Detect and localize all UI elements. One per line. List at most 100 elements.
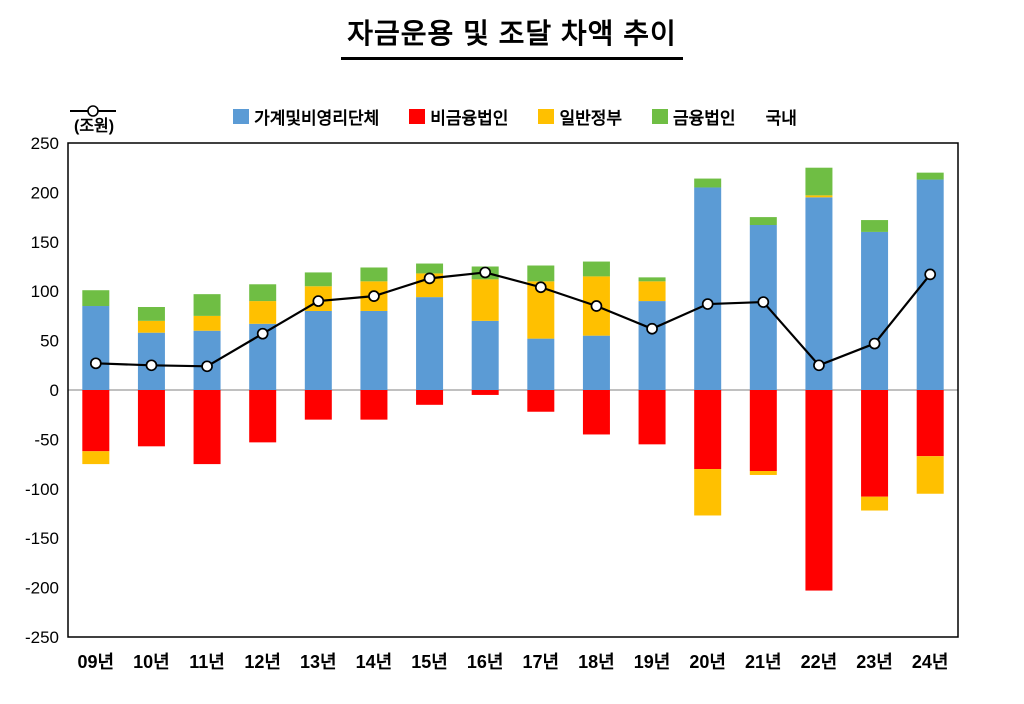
legend-swatch-red [409, 109, 426, 124]
bar-segment [137, 320, 165, 333]
bar-segment [861, 496, 889, 511]
bar-segment [861, 390, 889, 497]
bar-segment [749, 390, 777, 472]
bar-segment [360, 390, 388, 420]
bar-segment [416, 273, 444, 298]
bar-segment [416, 263, 444, 274]
bar-segment [249, 284, 277, 302]
plot-border [67, 142, 959, 638]
domestic-line-marker [368, 290, 380, 302]
bar-segment [193, 315, 221, 331]
y-axis-tick-label: 100 [31, 282, 59, 301]
bar-segment [82, 451, 110, 465]
bar-segment [82, 390, 110, 452]
bar-segment [861, 220, 889, 232]
legend-item-households: 가계및비영리단체 [233, 104, 379, 129]
x-axis-tick-label: 19년 [634, 652, 671, 672]
y-axis-tick-label: 150 [31, 233, 59, 252]
bar-segment [805, 195, 833, 198]
domestic-line-marker [256, 327, 269, 340]
bar-segment [916, 456, 944, 494]
domestic-line-marker [201, 360, 213, 373]
bar-segment [137, 307, 165, 321]
bar-segment [360, 267, 388, 282]
domestic-line-marker [312, 295, 325, 307]
bar-segment [805, 197, 833, 390]
domestic-line-marker [534, 281, 547, 294]
bar-segment [749, 471, 777, 475]
y-axis-tick-label: -50 [34, 430, 59, 449]
bar-segment [694, 469, 722, 516]
legend-swatch-green [652, 109, 669, 124]
bar-segment [304, 390, 332, 420]
y-axis-tick-label: 200 [31, 183, 59, 202]
y-axis-tick-label: -100 [25, 480, 59, 499]
domestic-line-marker [89, 357, 102, 370]
legend-item-nonfinancial: 비금융법인 [409, 104, 508, 129]
y-axis-tick-label: 0 [50, 381, 59, 400]
bar-segment [137, 390, 165, 447]
legend: 가계및비영리단체 비금융법인 일반정부 금융법인 국내 [70, 104, 960, 129]
y-axis-tick-label: -250 [25, 628, 59, 647]
domestic-line-marker [423, 272, 436, 285]
legend-label-government: 일반정부 [559, 109, 623, 128]
bar-segment [916, 390, 944, 457]
bar-segment [527, 338, 555, 390]
x-axis-tick-label: 22년 [801, 652, 838, 672]
bar-segment [694, 178, 722, 188]
bar-segment [193, 390, 221, 465]
bar-segment [805, 167, 833, 196]
domestic-line-marker [479, 266, 492, 279]
x-axis-tick-label: 21년 [745, 652, 782, 672]
bar-segment [638, 277, 666, 282]
bar-segment [638, 301, 666, 390]
legend-item-government: 일반정부 [538, 104, 622, 129]
bar-segment [193, 294, 221, 316]
bar-segment [527, 390, 555, 412]
bar-segment [471, 320, 499, 390]
y-axis-unit-label: (조원) [74, 118, 115, 135]
legend-label-households: 가계및비영리단체 [254, 109, 380, 128]
y-axis-tick-label: 250 [31, 134, 59, 153]
bar-segment [360, 310, 388, 390]
bar-segment [249, 301, 277, 324]
bar-segment [916, 172, 944, 180]
x-axis-tick-label: 12년 [244, 652, 281, 672]
x-axis-tick-label: 15년 [411, 652, 448, 672]
domestic-line-marker [757, 296, 770, 308]
bar-segment [82, 290, 110, 307]
bar-segment [471, 390, 499, 395]
y-axis-tick-label: -200 [25, 579, 59, 598]
domestic-line-marker [590, 300, 603, 312]
bar-segment [471, 279, 499, 321]
x-axis-tick-label: 09년 [78, 652, 115, 672]
bar-segment [582, 335, 610, 390]
domestic-line-marker [701, 298, 714, 310]
line-marker-icon [70, 105, 116, 117]
x-axis-tick-label: 23년 [856, 652, 893, 672]
bar-segment [416, 297, 444, 390]
legend-swatch-blue [233, 109, 250, 124]
legend-item-financial: 금융법인 [652, 104, 736, 129]
x-axis-tick-label: 24년 [912, 652, 949, 672]
x-axis-tick-label: 16년 [467, 652, 504, 672]
bar-segment [638, 281, 666, 302]
bar-segment [694, 390, 722, 470]
legend-item-domestic: 국내 [70, 104, 797, 129]
x-axis-tick-label: 18년 [578, 652, 615, 672]
bar-segment [249, 390, 277, 443]
bar-segment [527, 265, 555, 282]
x-axis-tick-label: 17년 [523, 652, 560, 672]
domestic-line-marker [868, 337, 881, 350]
domestic-line-marker [646, 322, 658, 335]
legend-label-nonfinancial: 비금융법인 [430, 109, 509, 128]
bar-segment [82, 306, 110, 390]
bar-segment [749, 217, 777, 226]
x-axis-tick-label: 11년 [189, 652, 225, 672]
bar-segment [805, 390, 833, 591]
y-axis-tick-label: -150 [25, 529, 59, 548]
bar-segment [582, 261, 610, 277]
legend-label-financial: 금융법인 [673, 109, 736, 128]
